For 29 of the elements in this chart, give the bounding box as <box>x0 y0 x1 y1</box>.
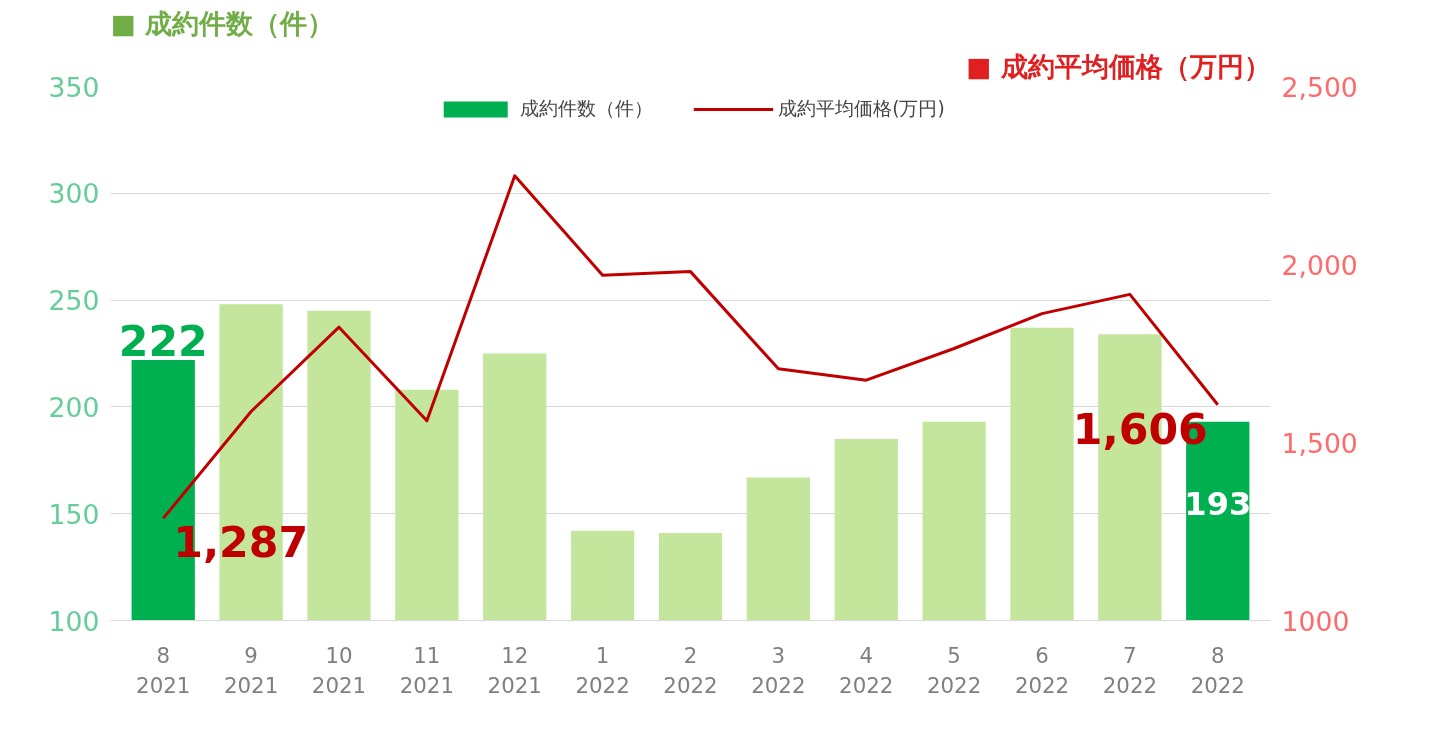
data-label: 193 <box>1184 484 1252 523</box>
x-tick-label: 10 2021 <box>311 642 367 698</box>
y2-tick-label: 2,500 <box>1281 71 1358 103</box>
x-tick-label: 8 2022 <box>1190 642 1245 698</box>
y2-tick-label: 2,000 <box>1281 249 1358 281</box>
x-tick-label: 1 2022 <box>575 642 630 698</box>
x-tick-label: 11 2021 <box>399 642 455 698</box>
y-tick-label: 100 <box>48 605 100 637</box>
y-tick-label: 250 <box>48 285 100 317</box>
x-tick-label: 4 2022 <box>839 642 894 698</box>
y2-axis-title: ■ 成約平均価格（万円） <box>966 50 1271 82</box>
x-tick-label: 5 2022 <box>927 642 982 698</box>
y2-tick-label: 1000 <box>1281 605 1350 637</box>
x-tick-label: 12 2021 <box>487 642 542 698</box>
x-tick-label: 8 2021 <box>136 642 191 698</box>
y-tick-label: 200 <box>48 391 100 423</box>
legend-label: 成約平均価格(万円) <box>778 97 945 121</box>
y-tick-label: 350 <box>48 71 100 103</box>
y-axis-title: ■ 成約件数（件） <box>110 7 334 39</box>
y-tick-label: 150 <box>48 498 100 530</box>
x-tick-label: 7 2022 <box>1102 642 1158 698</box>
y2-tick-label: 1,500 <box>1281 427 1358 459</box>
x-tick-label: 3 2022 <box>751 642 806 698</box>
x-tick-label: 6 2022 <box>1014 642 1070 698</box>
y-tick-label: 300 <box>48 178 100 210</box>
x-tick-label: 2 2022 <box>663 642 718 698</box>
x-tick-label: 9 2021 <box>223 642 279 698</box>
legend-label: 成約件数（件） <box>520 97 654 121</box>
data-label: 222 <box>118 315 208 366</box>
